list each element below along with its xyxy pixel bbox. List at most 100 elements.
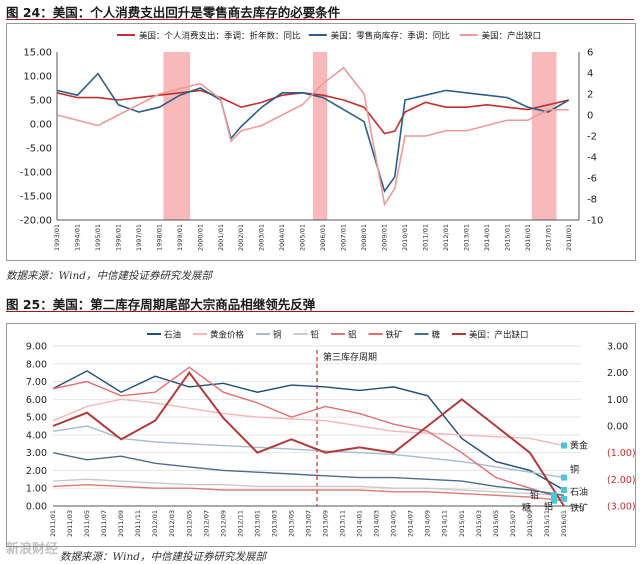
y-right-tick-label: -10	[587, 216, 603, 227]
y-right-tick-label: 3.00	[607, 342, 628, 353]
x-tick-label: 2014/05	[390, 510, 398, 537]
end-label-6: 铝	[544, 501, 553, 513]
y-right-tick-label: -8	[587, 195, 597, 206]
x-tick-label: 2017/01	[544, 224, 552, 251]
y-right-tick-label: (3.00)	[607, 502, 635, 513]
end-marker-1	[560, 442, 567, 449]
y-left-tick-label: -15.00	[20, 192, 52, 203]
x-tick-label: 2011/01	[49, 510, 57, 537]
y-left-tick-label: 0.00	[26, 502, 47, 513]
end-marker-2	[560, 474, 567, 481]
x-tick-label: 1998/01	[155, 224, 163, 251]
y-left-tick-label: 15.00	[23, 48, 52, 59]
legend-label-3: 铜	[273, 330, 282, 341]
x-tick-label: 2013/03	[270, 510, 278, 537]
figure-24-title: 图 24：美国：个人消费支出回升是零售商去库存的必要条件	[6, 5, 341, 20]
y-left-tick-label: 7.00	[26, 377, 47, 388]
x-tick-label: 2015/05	[492, 510, 500, 537]
x-tick-label: 2013/11	[339, 510, 347, 537]
legend-label-3: 美国：产出缺口	[482, 31, 542, 42]
end-label-3: 石油	[570, 486, 588, 498]
y-right-tick-label: 2.00	[607, 368, 628, 379]
x-tick-label: 2013/07	[304, 510, 312, 537]
x-tick-label: 2015/01	[458, 510, 466, 537]
series-line-7	[52, 451, 565, 497]
x-tick-label: 2015/03	[475, 510, 483, 537]
x-tick-label: 2002/01	[237, 224, 245, 251]
series-line-5	[52, 483, 565, 502]
y-right-tick-label: 0	[587, 111, 593, 122]
x-tick-label: 1999/01	[176, 224, 184, 251]
y-right-tick-label: 0.00	[607, 422, 628, 433]
figure-25-title: 图 25：美国：第二库存周期尾部大宗商品相继领先反弹	[6, 297, 316, 312]
end-marker-3	[560, 487, 567, 493]
shaded-period-2	[531, 52, 557, 220]
legend-label-5: 铝	[348, 330, 357, 341]
x-tick-label: 1996/01	[114, 224, 122, 251]
x-tick-label: 2018/01	[565, 224, 573, 251]
x-tick-label: 2011/03	[66, 510, 74, 537]
x-tick-label: 2007/01	[340, 224, 348, 251]
shaded-period-0	[163, 52, 191, 220]
legend-label-8: 美国：产出缺口	[469, 330, 529, 341]
x-tick-label: 2014/11	[441, 510, 449, 537]
x-tick-label: 2013/01	[253, 510, 261, 537]
x-tick-label: 1997/01	[135, 224, 143, 251]
x-tick-label: 2012/11	[236, 510, 244, 537]
end-marker-7	[550, 492, 557, 499]
chart-24: 15.00 10.00 5.00 0.00 -5.00 -10.00 -15.00 -20.0…	[20, 31, 604, 252]
y-left-tick-label: 10.00	[23, 72, 52, 83]
y-left-tick-label: 2.00	[26, 466, 47, 477]
series-line-1	[52, 370, 565, 491]
x-tick-label: 2004/01	[278, 224, 286, 251]
y-left-tick-label: 6.00	[26, 395, 47, 406]
figure-24-rule	[6, 19, 634, 20]
y-right-tick-label: (2.00)	[607, 475, 635, 486]
x-tick-label: 2012/09	[219, 510, 227, 537]
end-label-4: 铁矿	[570, 502, 588, 514]
y-left-tick-label: -10.00	[20, 168, 52, 179]
x-tick-label: 2011/01	[421, 224, 429, 251]
legend-label-2: 美国：零售商库存：季调：同比	[331, 31, 450, 42]
figure-24-source: 数据来源：Wind，中信建投证券研究发展部	[6, 270, 212, 282]
chart-24-frame: 15.00 10.00 5.00 0.00 -5.00 -10.00 -15.00 -20.0…	[6, 23, 636, 261]
y-right-tick-label: -6	[587, 174, 597, 185]
legend-label-7: 糖	[432, 330, 441, 341]
y-left-tick-label: 5.00	[26, 413, 47, 424]
series-line-2	[52, 398, 565, 447]
x-tick-label: 2014/07	[407, 510, 415, 537]
end-label-1: 黄金	[570, 440, 588, 452]
y-right-tick-label: 2	[587, 90, 593, 101]
y-left-tick-label: 4.00	[26, 430, 47, 441]
x-tick-label: 2013/09	[322, 510, 330, 537]
series-line-4	[52, 478, 565, 497]
x-tick-label: 2012/01	[442, 224, 450, 251]
y-left-tick-label: 5.00	[30, 96, 52, 107]
y-left-tick-label: 9.00	[26, 342, 47, 353]
watermark: 新浪财经	[6, 542, 59, 557]
x-tick-label: 2011/09	[117, 510, 125, 537]
x-tick-label: 2015/01	[503, 224, 511, 251]
series-line-3	[56, 66, 569, 207]
chart-25: 9.00 8.00 7.00 6.00 5.00 4.00 3.00 2.00 1.00 0.00…	[26, 330, 636, 538]
figure-25-source: 数据来源：Wind，中信建投证券研究发展部	[60, 551, 266, 563]
x-tick-label: 2011/11	[134, 510, 142, 537]
x-tick-label: 2012/05	[185, 510, 193, 537]
y-left-tick-label: 0.00	[30, 120, 52, 131]
series-line-2	[56, 72, 570, 194]
x-tick-label: 2010/01	[401, 224, 409, 251]
y-right-tick-label: 4	[587, 69, 593, 80]
end-label-2: 铜	[570, 464, 579, 476]
x-tick-label: 2012/01	[151, 510, 159, 537]
y-left-tick-label: 1.00	[26, 484, 47, 495]
y-right-tick-label: 1.00	[607, 395, 628, 406]
x-tick-label: 1994/01	[73, 224, 81, 251]
series-line-3	[52, 425, 565, 479]
legend-label-6: 铁矿	[386, 330, 404, 341]
end-label-5: 铅	[530, 489, 539, 501]
cycle-annotation: 第三库存周期	[323, 351, 377, 363]
end-marker-6	[550, 497, 557, 504]
x-tick-label: 2011/07	[100, 510, 108, 537]
x-tick-label: 2016/01	[560, 510, 568, 537]
figure-25-rule	[6, 311, 634, 312]
